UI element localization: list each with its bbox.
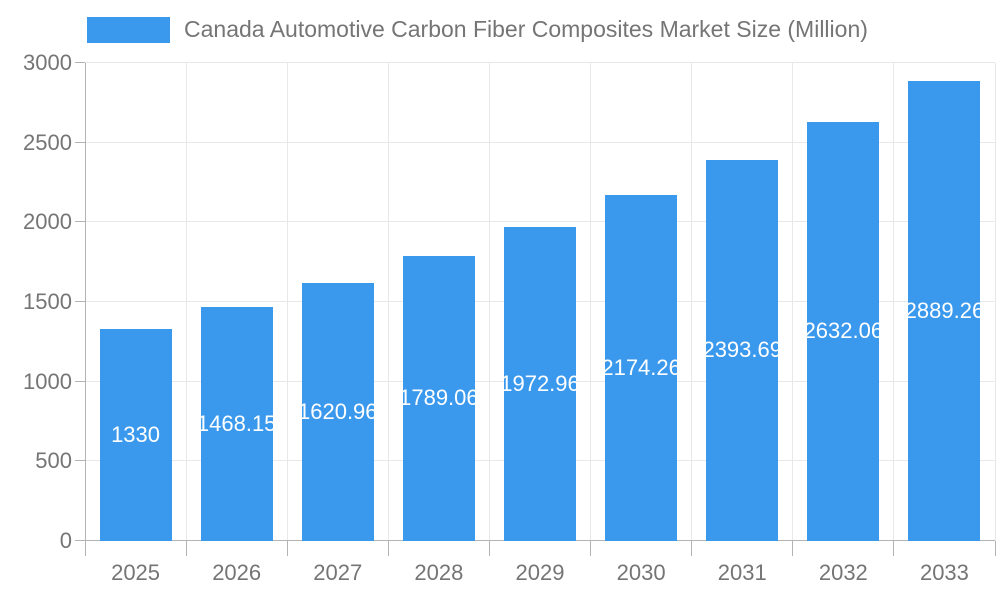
bar-value-label: 1972.96 [504, 370, 576, 396]
y-axis-label: 1000 [23, 368, 72, 394]
x-axis-label-2030: 2030 [616, 560, 666, 585]
bar-2031: 2393.69 [706, 159, 779, 541]
y-axis-label: 500 [35, 448, 72, 474]
y-axis-tick [75, 62, 85, 63]
bar-2032: 2632.06 [807, 121, 880, 541]
bar-value-label: 2632.06 [807, 318, 880, 344]
bar-value-label: 2174.26 [605, 354, 678, 380]
y-axis-label: 2500 [23, 129, 72, 155]
x-axis-label-2032: 2032 [818, 560, 868, 585]
x-axis-tick [893, 541, 895, 556]
bar-2029: 1972.96 [504, 226, 576, 541]
y-axis-tick [75, 141, 85, 143]
x-gridline [691, 63, 693, 541]
legend-swatch [87, 16, 170, 43]
x-axis-tick [792, 541, 794, 556]
bar-2033: 2889.26 [908, 80, 981, 541]
bar-2030: 2174.26 [605, 194, 678, 541]
bar-value-label: 2393.69 [706, 337, 779, 363]
legend-item[interactable]: Canada Automotive Carbon Fiber Composite… [87, 16, 868, 43]
bar-value-label: 2889.26 [908, 297, 981, 323]
x-gridline [185, 63, 187, 541]
y-axis-label: 1500 [23, 289, 72, 314]
bar-2027: 1620.96 [301, 282, 374, 541]
y-axis-label: 2000 [23, 209, 72, 235]
y-axis-tick [75, 301, 85, 302]
x-axis-tick [387, 541, 389, 556]
x-axis-label-2028: 2028 [414, 560, 464, 585]
y-axis-label: 3000 [23, 50, 72, 75]
x-axis-tick [286, 541, 288, 556]
y-axis-tick [75, 221, 85, 223]
x-axis-tick [488, 541, 490, 556]
bar-value-label: 1620.96 [301, 398, 374, 424]
x-axis-label-2025: 2025 [111, 560, 161, 585]
bar-value-label: 1789.06 [402, 385, 475, 411]
x-axis-label-2027: 2027 [313, 560, 363, 585]
x-axis-label-2029: 2029 [515, 560, 565, 585]
x-axis-tick [994, 541, 996, 556]
bar-value-label: 1330 [111, 422, 161, 448]
x-axis-tick [590, 541, 592, 556]
y-gridline [85, 221, 995, 223]
x-gridline [488, 63, 490, 541]
x-axis-tick [691, 541, 693, 556]
x-axis-label-2026: 2026 [212, 560, 262, 585]
x-axis-tick [185, 541, 187, 556]
y-axis-label: 0 [59, 528, 72, 553]
bar-value-label: 1468.15 [200, 411, 273, 437]
bar-2028: 1789.06 [402, 255, 475, 541]
x-axis-tick [84, 541, 86, 556]
x-gridline [387, 63, 389, 541]
x-gridline [590, 63, 592, 541]
y-gridline [85, 62, 995, 63]
x-axis-label-2033: 2033 [919, 560, 969, 585]
bar-2026: 1468.15 [200, 307, 273, 541]
y-gridline [85, 141, 995, 143]
x-axis-label-2031: 2031 [717, 560, 767, 585]
bar-2025: 1330 [99, 329, 172, 541]
x-gridline [893, 63, 895, 541]
x-gridline [286, 63, 288, 541]
y-axis-tick [75, 380, 85, 382]
legend-label: Canada Automotive Carbon Fiber Composite… [184, 16, 868, 42]
y-axis-line [84, 63, 86, 541]
plot-area: 0 500 1000 1500 2000 2500 3000 1330 2025 1468.15 2… [23, 51, 996, 585]
x-gridline [994, 63, 996, 541]
y-axis-tick [75, 460, 85, 462]
x-gridline [792, 63, 794, 541]
